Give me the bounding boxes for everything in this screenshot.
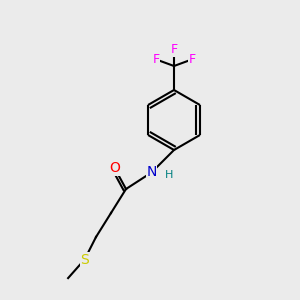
Text: N: N	[146, 166, 157, 179]
Text: H: H	[165, 170, 173, 180]
Text: O: O	[109, 161, 120, 175]
Text: F: F	[188, 53, 196, 66]
Text: F: F	[152, 53, 160, 66]
Text: F: F	[170, 43, 178, 56]
Text: S: S	[80, 253, 89, 266]
